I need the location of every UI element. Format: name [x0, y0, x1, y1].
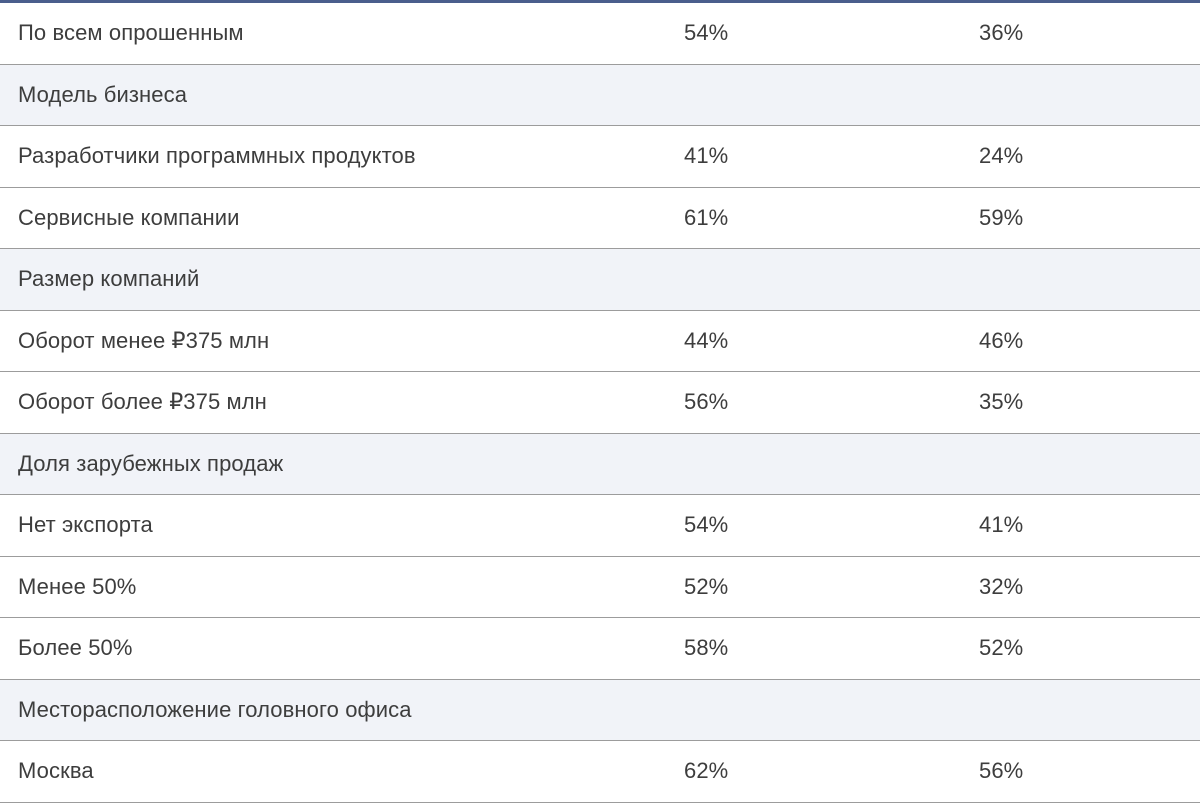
table-row: Оборот более ₽375 млн 56% 35% [0, 372, 1200, 434]
row-value-1: 58% [684, 635, 729, 661]
row-value-2: 35% [979, 389, 1024, 415]
section-header-row: Месторасположение головного офиса [0, 679, 1200, 741]
row-value-2: 59% [979, 204, 1024, 230]
row-value-2: 24% [979, 143, 1024, 169]
row-value-2: 32% [979, 573, 1024, 599]
table-row: По всем опрошенным 54% 36% [0, 3, 1200, 65]
row-value-2: 46% [979, 327, 1024, 353]
table-row: Нет экспорта 54% 41% [0, 495, 1200, 557]
section-header-row: Модель бизнеса [0, 64, 1200, 126]
row-value-2: 56% [979, 758, 1024, 784]
row-label: Оборот менее ₽375 млн [18, 327, 270, 353]
row-label: Нет экспорта [18, 512, 153, 538]
section-label: Модель бизнеса [18, 81, 188, 107]
row-value-1: 41% [684, 143, 729, 169]
section-label: Месторасположение головного офиса [18, 696, 412, 722]
row-label: Более 50% [18, 635, 133, 661]
table-top-border [0, 0, 1200, 3]
table-row: Менее 50% 52% 32% [0, 556, 1200, 618]
row-label: Менее 50% [18, 573, 137, 599]
row-label: Сервисные компании [18, 204, 240, 230]
row-label: Оборот более ₽375 млн [18, 389, 267, 415]
row-label: По всем опрошенным [18, 20, 244, 46]
row-value-2: 41% [979, 512, 1024, 538]
row-value-1: 54% [684, 512, 729, 538]
row-value-2: 52% [979, 635, 1024, 661]
row-label: Разработчики программных продуктов [18, 143, 416, 169]
survey-table: По всем опрошенным 54% 36% Модель бизнес… [0, 3, 1200, 803]
row-value-1: 62% [684, 758, 729, 784]
table-row: Оборот менее ₽375 млн 44% 46% [0, 310, 1200, 372]
section-label: Размер компаний [18, 266, 200, 292]
row-value-1: 54% [684, 20, 729, 46]
row-value-1: 61% [684, 204, 729, 230]
row-value-1: 52% [684, 573, 729, 599]
table-row: Разработчики программных продуктов 41% 2… [0, 126, 1200, 188]
row-value-1: 44% [684, 327, 729, 353]
table-row: Москва 62% 56% [0, 741, 1200, 803]
section-header-row: Доля зарубежных продаж [0, 433, 1200, 495]
table-row: Более 50% 58% 52% [0, 618, 1200, 680]
row-label: Москва [18, 758, 94, 784]
row-value-2: 36% [979, 20, 1024, 46]
row-value-1: 56% [684, 389, 729, 415]
section-header-row: Размер компаний [0, 249, 1200, 311]
section-label: Доля зарубежных продаж [18, 450, 284, 476]
table-row: Сервисные компании 61% 59% [0, 187, 1200, 249]
